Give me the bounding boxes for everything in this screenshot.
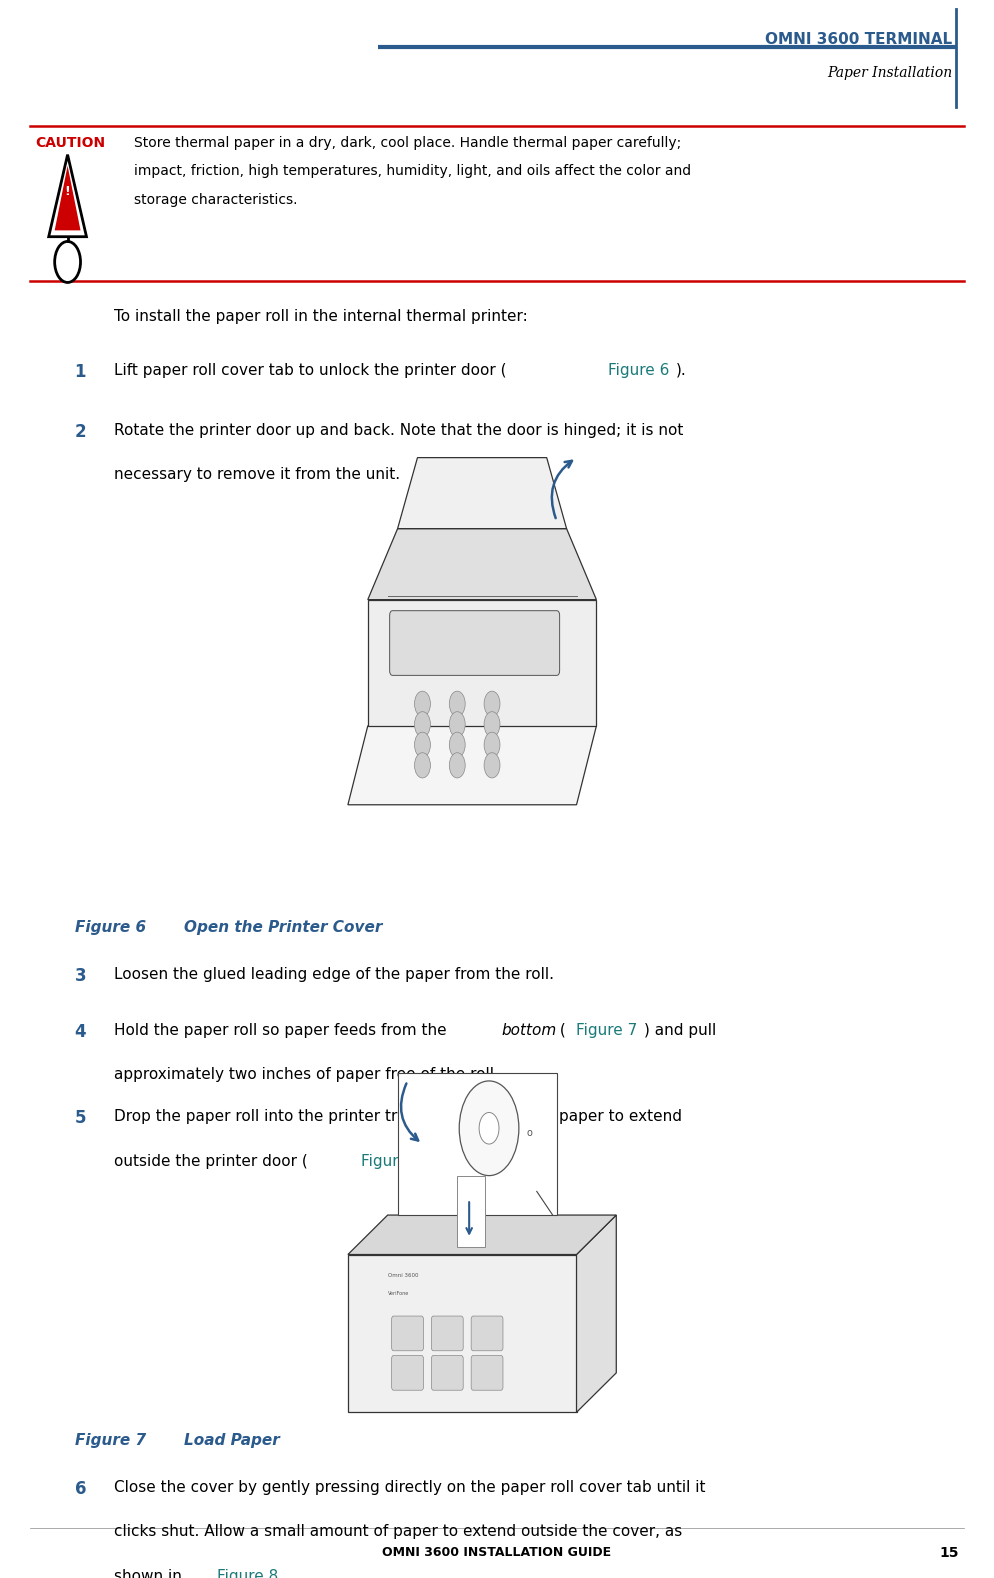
Circle shape (414, 691, 430, 716)
Circle shape (449, 712, 465, 737)
Circle shape (414, 732, 430, 757)
FancyArrowPatch shape (466, 1202, 472, 1234)
Polygon shape (348, 1255, 577, 1412)
Text: ).: ). (676, 363, 687, 379)
Circle shape (484, 753, 500, 778)
Text: necessary to remove it from the unit.: necessary to remove it from the unit. (114, 467, 401, 483)
Text: 3: 3 (75, 967, 86, 985)
Circle shape (55, 241, 81, 282)
Circle shape (484, 691, 500, 716)
FancyBboxPatch shape (471, 1356, 503, 1390)
Text: 1: 1 (75, 363, 86, 380)
Text: Drop the paper roll into the printer tray, allowing the free paper to extend: Drop the paper roll into the printer tra… (114, 1109, 682, 1125)
FancyBboxPatch shape (431, 1316, 463, 1351)
Polygon shape (398, 458, 567, 529)
Polygon shape (348, 1215, 616, 1255)
Text: .: . (286, 1569, 291, 1578)
Polygon shape (348, 726, 596, 805)
Text: Load Paper: Load Paper (184, 1433, 279, 1449)
Text: Lift paper roll cover tab to unlock the printer door (: Lift paper roll cover tab to unlock the … (114, 363, 507, 379)
Text: 4: 4 (75, 1023, 86, 1040)
Text: approximately two inches of paper free of the roll.: approximately two inches of paper free o… (114, 1067, 499, 1083)
FancyBboxPatch shape (390, 611, 560, 675)
Text: outside the printer door (: outside the printer door ( (114, 1154, 308, 1169)
Text: Hold the paper roll so paper feeds from the: Hold the paper roll so paper feeds from … (114, 1023, 452, 1038)
Circle shape (414, 712, 430, 737)
FancyArrowPatch shape (401, 1084, 418, 1141)
Text: ).: ). (429, 1154, 440, 1169)
Polygon shape (398, 1073, 557, 1215)
Text: storage characteristics.: storage characteristics. (134, 193, 297, 207)
Circle shape (484, 732, 500, 757)
Text: Figure 6: Figure 6 (608, 363, 670, 379)
Text: 15: 15 (939, 1546, 959, 1561)
Text: 5: 5 (75, 1109, 86, 1127)
Text: To install the paper roll in the internal thermal printer:: To install the paper roll in the interna… (114, 309, 528, 325)
Polygon shape (55, 166, 81, 230)
Text: OMNI 3600 INSTALLATION GUIDE: OMNI 3600 INSTALLATION GUIDE (383, 1546, 611, 1559)
Text: Figure 7: Figure 7 (75, 1433, 146, 1449)
Text: Store thermal paper in a dry, dark, cool place. Handle thermal paper carefully;: Store thermal paper in a dry, dark, cool… (134, 136, 682, 150)
Text: clicks shut. Allow a small amount of paper to extend outside the cover, as: clicks shut. Allow a small amount of pap… (114, 1524, 683, 1540)
Circle shape (484, 712, 500, 737)
Text: Figure 8: Figure 8 (217, 1569, 278, 1578)
Text: Close the cover by gently pressing directly on the paper roll cover tab until it: Close the cover by gently pressing direc… (114, 1480, 706, 1496)
FancyArrowPatch shape (552, 461, 572, 518)
Circle shape (449, 753, 465, 778)
Circle shape (459, 1081, 519, 1176)
Polygon shape (457, 1176, 485, 1247)
Circle shape (449, 732, 465, 757)
Circle shape (449, 691, 465, 716)
Text: impact, friction, high temperatures, humidity, light, and oils affect the color : impact, friction, high temperatures, hum… (134, 164, 691, 178)
FancyBboxPatch shape (431, 1356, 463, 1390)
Text: Open the Printer Cover: Open the Printer Cover (184, 920, 383, 936)
Text: Figure 7: Figure 7 (361, 1154, 422, 1169)
Text: Figure 7: Figure 7 (576, 1023, 637, 1038)
Text: Rotate the printer door up and back. Note that the door is hinged; it is not: Rotate the printer door up and back. Not… (114, 423, 684, 439)
FancyBboxPatch shape (471, 1316, 503, 1351)
Polygon shape (368, 529, 596, 600)
Text: Omni 3600: Omni 3600 (388, 1272, 418, 1278)
Text: ) and pull: ) and pull (644, 1023, 717, 1038)
Text: bottom: bottom (501, 1023, 557, 1038)
Circle shape (414, 753, 430, 778)
FancyBboxPatch shape (392, 1356, 423, 1390)
Text: CAUTION: CAUTION (35, 136, 105, 150)
Polygon shape (577, 1215, 616, 1412)
Text: 6: 6 (75, 1480, 86, 1498)
Text: VeriFone: VeriFone (388, 1291, 409, 1297)
Text: Loosen the glued leading edge of the paper from the roll.: Loosen the glued leading edge of the pap… (114, 967, 555, 983)
Text: o: o (527, 1128, 533, 1138)
Text: 2: 2 (75, 423, 86, 440)
Text: Paper Installation: Paper Installation (827, 66, 952, 80)
Text: Figure 6: Figure 6 (75, 920, 146, 936)
Text: (: ( (555, 1023, 566, 1038)
FancyBboxPatch shape (392, 1316, 423, 1351)
Text: shown in: shown in (114, 1569, 187, 1578)
Text: OMNI 3600 TERMINAL: OMNI 3600 TERMINAL (765, 32, 952, 47)
Polygon shape (368, 600, 596, 726)
Text: !: ! (65, 185, 71, 199)
Circle shape (479, 1112, 499, 1144)
Polygon shape (49, 155, 86, 237)
